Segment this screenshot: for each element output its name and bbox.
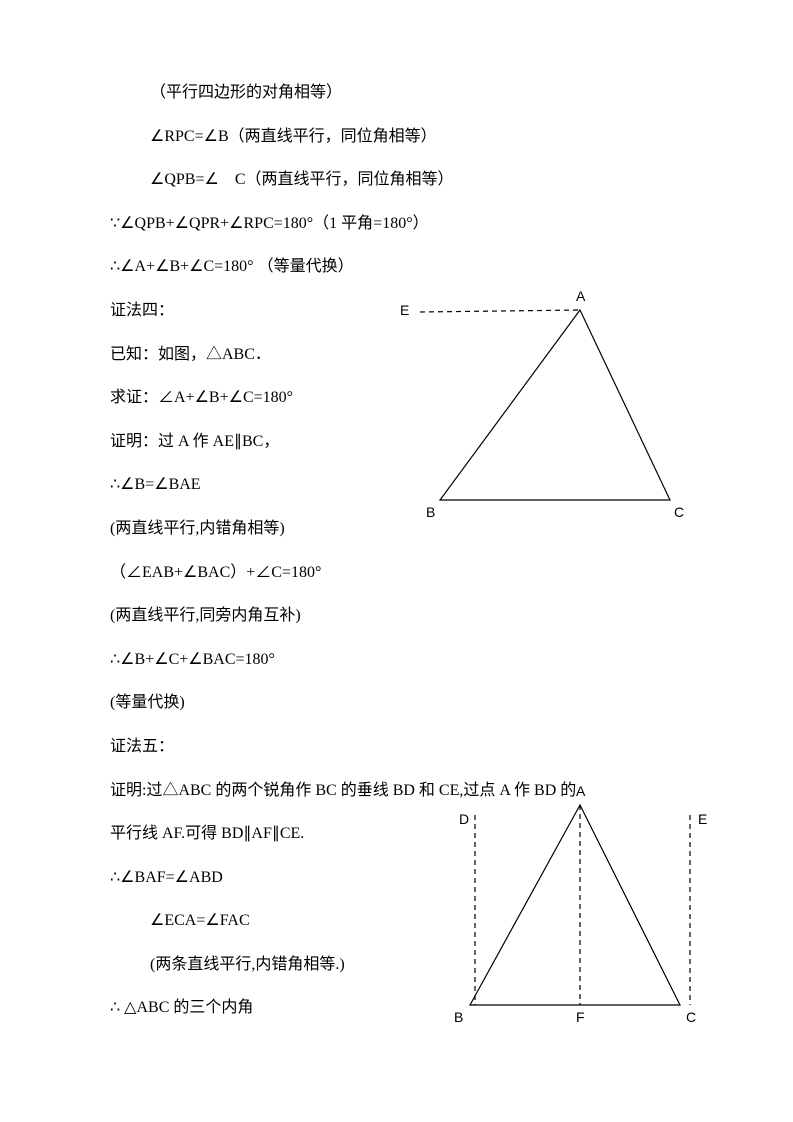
vertex-label-b: B <box>454 1009 463 1025</box>
text-line: ∠QPB=∠ C（两直线平行，同位角相等） <box>110 167 683 193</box>
vertex-label-c: C <box>686 1009 696 1025</box>
text-line: 证法五： <box>110 734 683 760</box>
text-line: （平行四边形的对角相等） <box>110 80 683 106</box>
vertex-label-a: A <box>576 288 585 304</box>
vertex-label-a: A <box>576 783 585 799</box>
triangle-svg <box>410 300 700 530</box>
diagram-triangle-ae: A B C E <box>410 300 700 530</box>
vertex-label-d: D <box>459 811 469 827</box>
text-line: ∠RPC=∠B（两直线平行，同位角相等） <box>110 124 683 150</box>
vertex-label-c: C <box>674 504 684 520</box>
vertex-label-e: E <box>698 811 707 827</box>
vertex-label-b: B <box>426 504 435 520</box>
text-line: (两直线平行,同旁内角互补) <box>110 603 683 629</box>
text-line: （∠EAB+∠BAC）+∠C=180° <box>110 560 683 586</box>
vertex-label-f: F <box>576 1009 585 1025</box>
text-line: ∴∠B+∠C+∠BAC=180° <box>110 647 683 673</box>
vertex-label-e: E <box>400 302 409 318</box>
text-line: ∵∠QPB+∠QPR+∠RPC=180°（1 平角=180°） <box>110 211 683 237</box>
triangle-svg-2 <box>430 795 730 1040</box>
text-line: ∴∠A+∠B+∠C=180° （等量代换） <box>110 254 683 280</box>
text-line: (等量代换) <box>110 690 683 716</box>
diagram-triangle-perp: A B C D E F <box>430 795 730 1040</box>
